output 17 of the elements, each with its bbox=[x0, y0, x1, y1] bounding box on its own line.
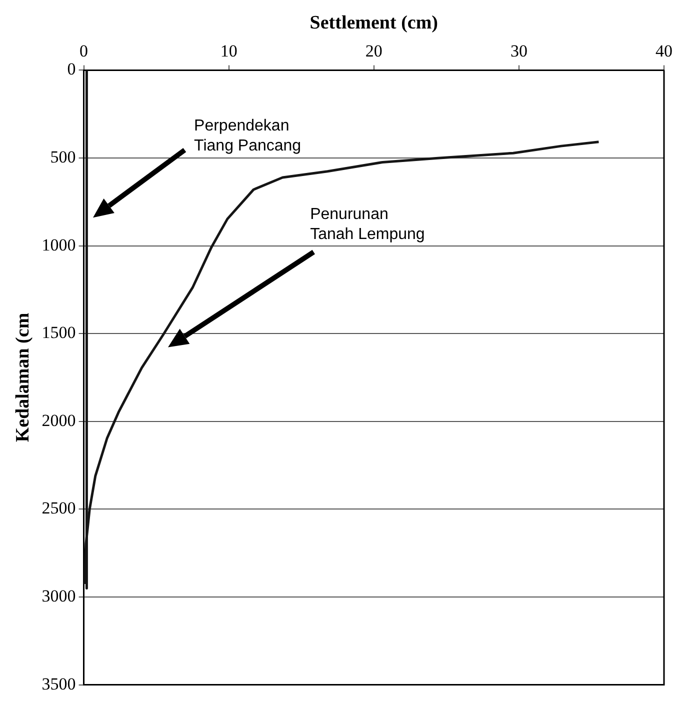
x-tick-label: 40 bbox=[656, 41, 672, 60]
y-tick-label: 0 bbox=[67, 60, 76, 79]
x-tick-label: 10 bbox=[220, 41, 238, 60]
x-axis-title: Settlement (cm) bbox=[310, 12, 438, 34]
x-tick-label: 0 bbox=[80, 41, 88, 60]
x-tick-label: 30 bbox=[510, 41, 528, 60]
x-tick-label: 20 bbox=[365, 41, 382, 60]
annotation: Perpendekan Tiang Pancang bbox=[194, 118, 302, 155]
y-tick-label: 1000 bbox=[42, 235, 76, 254]
y-tick-label: 2500 bbox=[42, 498, 76, 518]
y-axis-title: Kedalaman (cm bbox=[12, 312, 34, 442]
y-tick-label: 2000 bbox=[42, 410, 76, 430]
y-tick-label: 3500 bbox=[42, 674, 76, 694]
annotation: Penurunan Tanah Lempung bbox=[310, 206, 425, 244]
y-tick-label: 500 bbox=[50, 147, 76, 166]
y-tick-label: 3000 bbox=[42, 586, 76, 606]
y-tick-label: 1500 bbox=[42, 323, 76, 342]
